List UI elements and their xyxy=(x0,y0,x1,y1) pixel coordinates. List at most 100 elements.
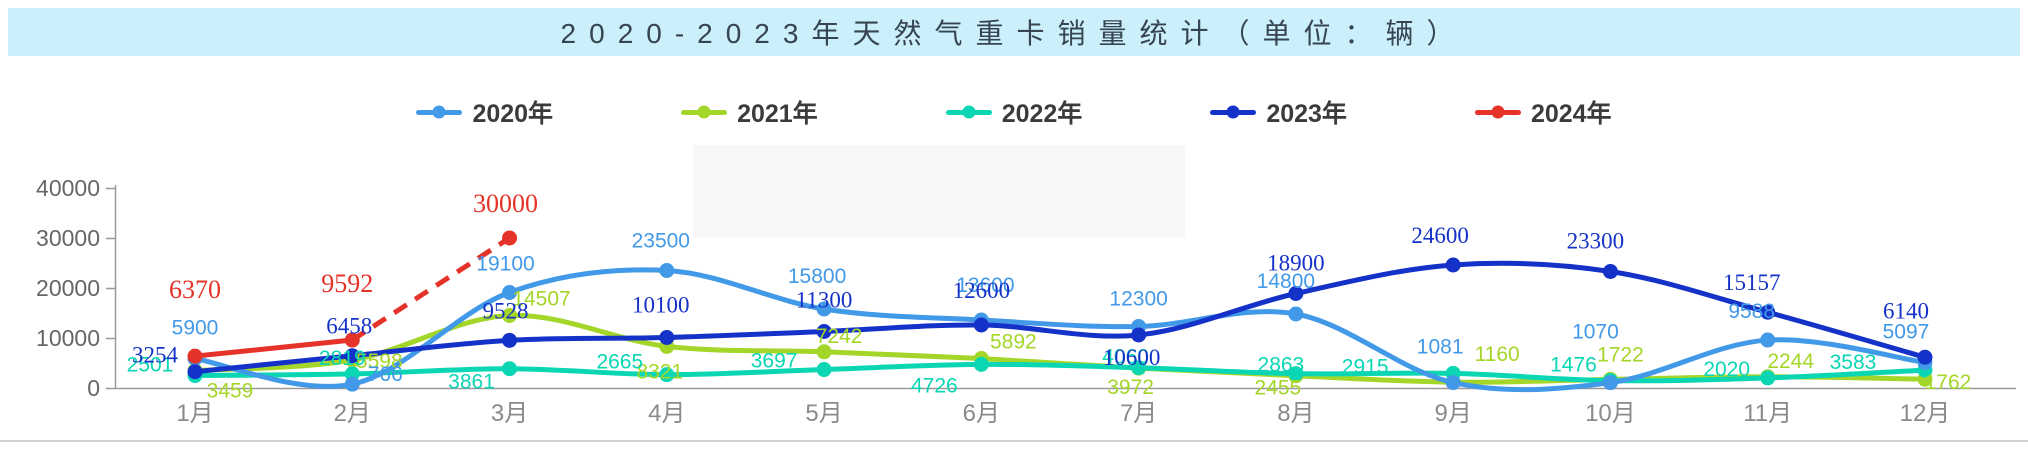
legend-item-2021[interactable]: 2021年 xyxy=(681,94,818,130)
legend-item-2024[interactable]: 2024年 xyxy=(1474,94,1612,130)
series-2024-data-label: 9592 xyxy=(321,269,373,298)
series-2023-data-label: 6140 xyxy=(1883,298,1929,323)
series-2021-data-label: 5892 xyxy=(990,331,1037,354)
series-2022-point xyxy=(1288,366,1304,382)
series-2020-data-label: 12300 xyxy=(1109,288,1167,311)
series-2023-point xyxy=(187,364,203,380)
series-2021-data-label: 2455 xyxy=(1255,377,1302,400)
series-2021-data-label: 1722 xyxy=(1597,343,1644,366)
series-2023-data-label: 9528 xyxy=(483,298,529,323)
series-2021-point xyxy=(816,344,832,360)
x-axis-label: 1月 xyxy=(176,400,213,427)
series-2022-data-label: 2819 xyxy=(319,347,366,370)
x-axis-label: 9月 xyxy=(1434,400,1471,427)
legend-marker-2020-icon xyxy=(416,105,463,119)
series-2023-data-label: 18900 xyxy=(1267,251,1325,276)
legend-label-2023: 2023年 xyxy=(1266,100,1347,128)
y-axis-label: 30000 xyxy=(36,225,100,251)
series-2023-point xyxy=(1602,264,1618,279)
series-2023-point xyxy=(816,324,832,339)
series-2023-point xyxy=(344,348,360,364)
series-2022-data-label: 3861 xyxy=(448,371,495,394)
legend-dot-2021-icon xyxy=(697,105,711,119)
series-2020-data-label: 9588 xyxy=(1728,300,1775,323)
x-axis-label: 12月 xyxy=(1900,400,1951,427)
series-2021-data-label: 2244 xyxy=(1767,350,1814,373)
series-2020-data-label: 19100 xyxy=(476,253,534,276)
series-2020-data-label: 23500 xyxy=(632,230,690,253)
series-2023-point xyxy=(1288,286,1304,301)
series-2023-data-label: 11300 xyxy=(796,288,853,313)
legend-item-2023[interactable]: 2023年 xyxy=(1210,94,1347,130)
series-2023-data-label: 12600 xyxy=(953,278,1011,303)
series-2023-data-label: 24600 xyxy=(1411,223,1469,248)
series-2022-data-label: 2915 xyxy=(1342,355,1389,378)
series-2022-point xyxy=(1131,360,1147,376)
series-2023-point xyxy=(1917,349,1933,365)
series-2022-point xyxy=(344,366,360,382)
series-2023-data-label: 10600 xyxy=(1103,345,1161,370)
legend-item-2020[interactable]: 2020年 xyxy=(416,94,553,130)
series-2021-data-label: 5598 xyxy=(356,350,403,373)
series-2021-data-label: 3459 xyxy=(207,380,254,403)
series-2024-data-label: 6370 xyxy=(169,275,221,304)
legend-dot-2023-icon xyxy=(1226,105,1240,119)
series-2020-point xyxy=(502,285,518,300)
series-2021-data-label: 8321 xyxy=(636,360,683,383)
series-2022-point xyxy=(1760,370,1776,386)
x-axis-label: 4月 xyxy=(648,400,685,427)
legend-dot-2024-icon xyxy=(1491,105,1505,119)
series-2023-data-label: 15157 xyxy=(1723,270,1781,295)
x-axis-label: 5月 xyxy=(805,400,842,427)
series-2020-data-label: 15800 xyxy=(788,265,846,288)
series-2021-data-label: 14507 xyxy=(512,287,570,310)
chart-title-bar: 2020-2023年天然气重卡销量统计（单位：辆） xyxy=(8,8,2020,56)
legend-dot-2022-icon xyxy=(962,105,976,119)
series-2020-data-label: 5900 xyxy=(172,317,219,340)
series-2020-point xyxy=(659,263,675,278)
series-2020-data-label: 1070 xyxy=(1572,321,1619,344)
legend-label-2024: 2024年 xyxy=(1530,100,1612,128)
series-2022-data-label: 1476 xyxy=(1550,354,1597,377)
series-2023-point xyxy=(973,317,989,333)
series-2020-point xyxy=(816,301,832,317)
series-2023-point xyxy=(502,332,518,348)
series-2023-line xyxy=(194,260,1926,375)
series-2024-point xyxy=(187,348,203,364)
series-2020-data-label: 1081 xyxy=(1417,336,1464,359)
x-axis-label: 6月 xyxy=(963,400,1000,427)
series-2022-point xyxy=(973,356,989,372)
x-axis-label: 3月 xyxy=(491,400,528,427)
x-axis-label: 11月 xyxy=(1743,400,1792,427)
series-2023-point xyxy=(659,330,675,345)
series-2023-point xyxy=(1760,304,1776,320)
series-2020-point xyxy=(344,376,360,392)
series-2021-point xyxy=(502,307,518,323)
x-axis-label: 2月 xyxy=(334,400,371,427)
series-2022-data-label: 2020 xyxy=(1703,358,1750,381)
series-2024-point xyxy=(502,230,518,246)
series-2020-data-label: 14800 xyxy=(1257,270,1315,293)
y-axis-label: 10000 xyxy=(36,325,100,351)
legend-dot-2020-icon xyxy=(432,105,446,119)
series-2020-line xyxy=(194,267,1926,393)
series-2024-data-label: 30000 xyxy=(473,189,538,218)
series-2020-data-label: 766 xyxy=(368,363,403,386)
series-2022-data-label: 3697 xyxy=(751,350,798,373)
legend-label-2021: 2021年 xyxy=(737,100,818,128)
legend-label-2020: 2020年 xyxy=(472,100,554,128)
series-2022-data-label: 3583 xyxy=(1830,351,1877,374)
series-2024-point xyxy=(344,332,360,348)
legend-item-2022[interactable]: 2022年 xyxy=(945,94,1083,130)
series-2023-data-label: 3254 xyxy=(132,343,179,368)
series-2021-data-label: 1160 xyxy=(1475,343,1520,366)
series-2021-data-label: 7242 xyxy=(816,325,863,348)
y-axis-label: 20000 xyxy=(36,275,100,301)
series-2022-data-label: 4726 xyxy=(911,374,958,397)
series-2023-point xyxy=(1445,257,1461,273)
x-axis-label: 10月 xyxy=(1585,400,1636,427)
series-2020-point xyxy=(1760,332,1776,348)
legend-marker-2024-icon xyxy=(1474,105,1521,119)
legend-label-2022: 2022年 xyxy=(1001,100,1083,128)
